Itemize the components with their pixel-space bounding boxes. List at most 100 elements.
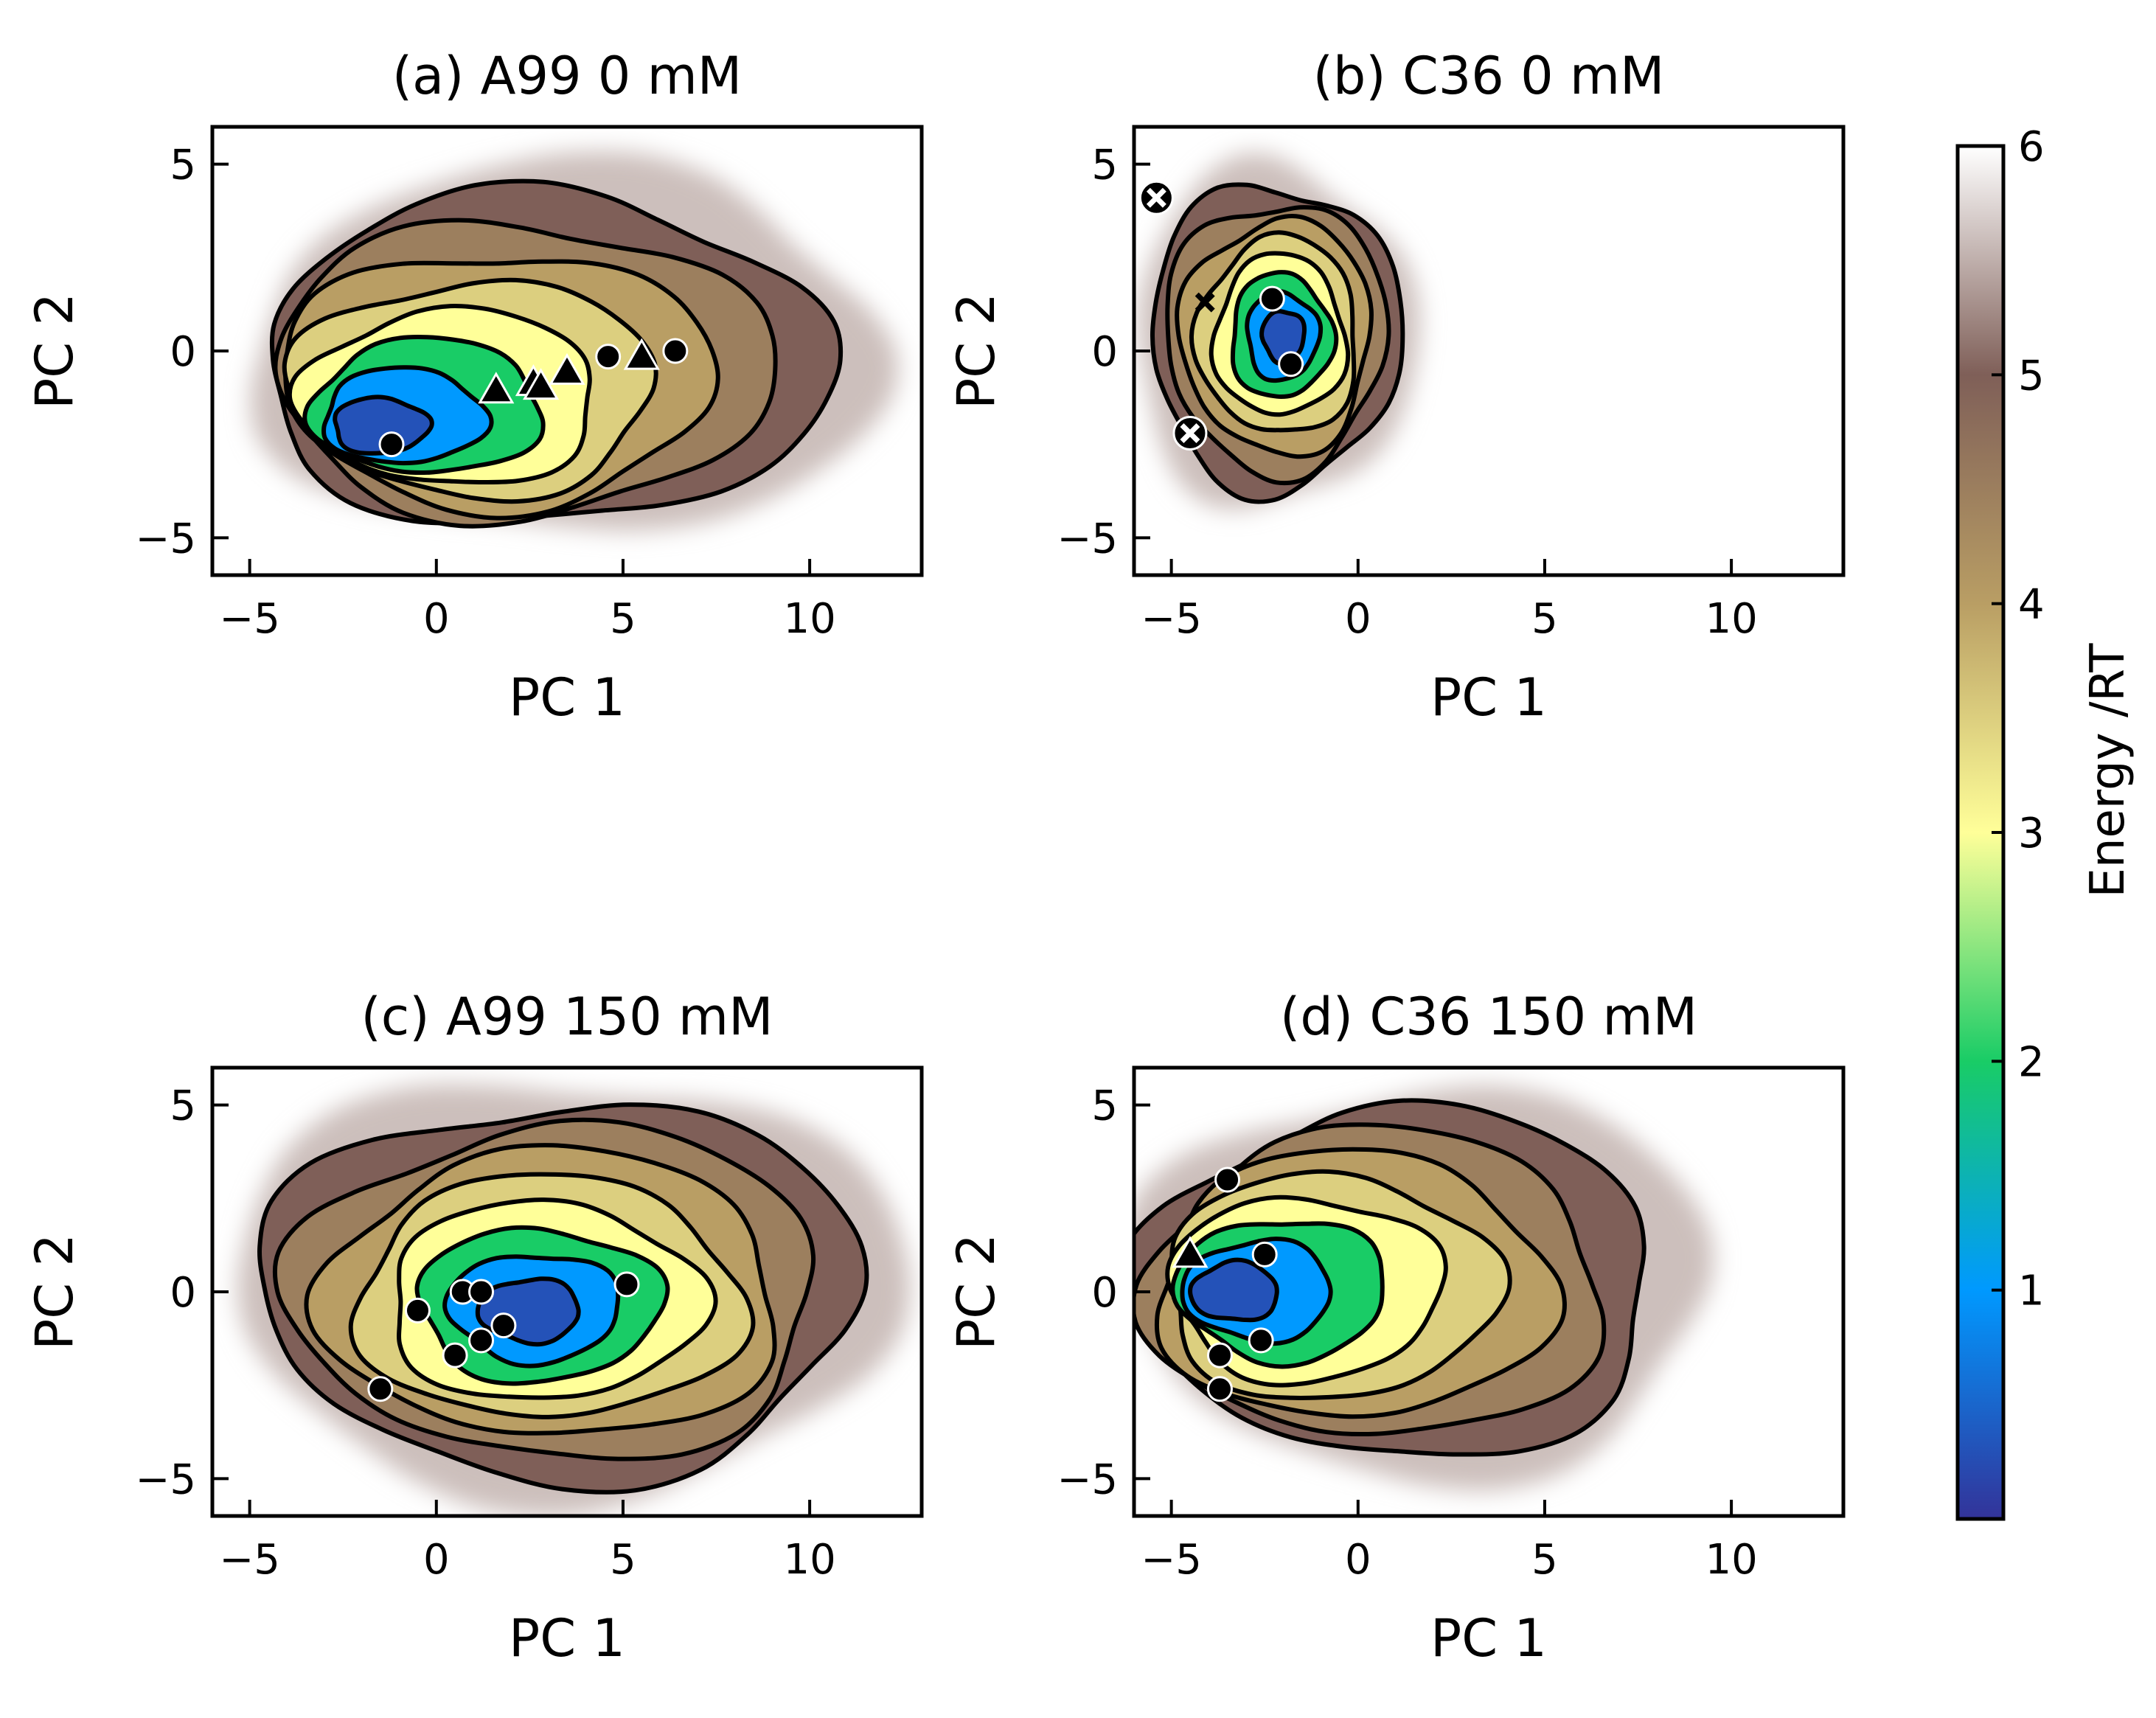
markers	[1138, 180, 1304, 451]
marker-circle-0	[1259, 285, 1285, 312]
panel-title: (a) A99 0 mM	[392, 46, 742, 106]
marker-triangle-5	[1172, 1236, 1209, 1268]
contour-line	[1175, 214, 1374, 459]
panel-title: (d) C36 150 mM	[1280, 987, 1697, 1047]
marker-circle-2	[1206, 1342, 1233, 1369]
markers	[378, 338, 689, 458]
marker-circle-1	[1251, 1241, 1278, 1267]
panel-a-a99-0-mm: −5 0 5 10 −5 0 5 (a) A99 0 mM PC 1 PC 2	[24, 46, 924, 728]
contour-line	[269, 178, 844, 526]
energy-surface	[1138, 153, 1420, 510]
x-tick-label: −5	[1141, 595, 1202, 643]
marker-circle-1	[1278, 351, 1304, 378]
contour-line	[397, 1197, 718, 1400]
colorbar-label: Energy /RT	[2081, 643, 2135, 898]
marker-circle-3	[468, 1279, 495, 1305]
x-axis-label: PC 1	[1430, 1608, 1547, 1669]
y-axis-label: PC 2	[946, 1234, 1006, 1350]
contour-line	[1150, 182, 1405, 504]
panel-d-c36-150-mm: −5 0 5 10 −5 0 5 (d) C36 150 mM PC 1 PC 2	[946, 987, 1846, 1669]
marker-circle-3	[1248, 1327, 1274, 1354]
y-tick-label: 5	[170, 1082, 196, 1130]
marker-circle-7	[613, 1271, 640, 1298]
markers	[367, 1271, 640, 1402]
y-tick-label: −5	[135, 1456, 196, 1503]
x-tick-label: 5	[610, 1536, 636, 1584]
energy-level-0-3	[335, 397, 432, 453]
y-tick-label: −5	[1057, 515, 1118, 563]
y-tick-label: −5	[135, 515, 196, 563]
panel-title: (b) C36 0 mM	[1313, 46, 1665, 106]
y-axis-label: PC 2	[946, 293, 1006, 409]
colorbar-tick-label: 1	[2018, 1267, 2045, 1315]
x-axis-label: PC 1	[509, 1608, 625, 1669]
marker-circle-x-4	[1172, 415, 1208, 451]
marker-circle-0	[378, 431, 405, 458]
marker-triangle-3	[478, 372, 515, 404]
y-tick-label: 0	[170, 328, 196, 376]
x-tick-label: 10	[1705, 1536, 1757, 1584]
contour-line	[1165, 205, 1391, 486]
marker-circle-1	[404, 1297, 431, 1324]
contour-line	[287, 303, 592, 485]
x-tick-label: −5	[219, 595, 280, 643]
energy-surface	[251, 151, 898, 531]
contour-line	[1134, 1122, 1607, 1437]
x-tick-label: 10	[1705, 595, 1757, 643]
colorbar-tick-label: 5	[2018, 352, 2045, 400]
contour-line	[475, 1276, 581, 1347]
x-tick-label: −5	[1141, 1536, 1202, 1584]
panels: −5 0 5 10 −5 0 5 (a) A99 0 mM PC 1 PC 2 −5 0 5 10 −5 0 5…	[24, 46, 1846, 1669]
y-tick-label: 0	[1091, 1269, 1118, 1317]
y-tick-label: −5	[1057, 1456, 1118, 1503]
energy-level-0-3	[1262, 311, 1304, 364]
marker-circle-2	[662, 338, 689, 364]
x-tick-label: 0	[1345, 1536, 1371, 1584]
y-tick-label: 0	[1091, 328, 1118, 376]
marker-circle-0	[1214, 1166, 1241, 1193]
marker-circle-0	[367, 1376, 394, 1402]
x-tick-label: 5	[1531, 1536, 1558, 1584]
contour-line	[1180, 1237, 1333, 1346]
marker-x-2	[1195, 292, 1215, 313]
contour-line	[1165, 1194, 1448, 1388]
marker-circle-6	[490, 1312, 517, 1339]
contour-line	[348, 1172, 756, 1419]
contour-line	[1189, 230, 1357, 433]
contour-line	[1209, 251, 1351, 417]
contour-line	[1170, 1221, 1385, 1369]
contour-line	[302, 334, 546, 476]
colorbar-tick-label: 3	[2018, 810, 2045, 858]
y-tick-label: 5	[1091, 1082, 1118, 1130]
y-axis-label: PC 2	[24, 293, 85, 409]
contour-line	[1134, 1098, 1646, 1457]
x-tick-label: 0	[423, 595, 450, 643]
marker-triangle-5	[522, 368, 560, 400]
marker-triangle-6	[549, 352, 585, 385]
marker-circle-1	[595, 344, 622, 370]
colorbar-tick-label: 2	[2018, 1038, 2045, 1086]
x-tick-label: 0	[423, 1536, 450, 1584]
colorbar-tick-label: 6	[2018, 123, 2045, 171]
colorbar: 1 2 3 4 5 6 Energy /RT	[1955, 123, 2135, 1521]
y-tick-label: 5	[170, 142, 196, 189]
contour-line	[1230, 270, 1339, 400]
x-axis-label: PC 1	[509, 667, 625, 728]
panel-title: (c) A99 150 mM	[361, 987, 773, 1047]
x-tick-label: 10	[783, 1536, 835, 1584]
contour-line	[272, 1117, 816, 1461]
energy-surface	[237, 1084, 911, 1516]
y-tick-label: 5	[1091, 142, 1118, 189]
contour-line	[304, 1143, 777, 1436]
x-tick-label: 5	[610, 595, 636, 643]
energy-surface	[1134, 1085, 1714, 1491]
y-axis-label: PC 2	[24, 1234, 85, 1350]
contour-line	[257, 1102, 869, 1495]
marker-circle-4	[442, 1342, 468, 1369]
x-tick-label: 10	[783, 595, 835, 643]
x-tick-label: −5	[219, 1536, 280, 1584]
x-tick-label: 5	[1531, 595, 1558, 643]
panel-c-a99-150-mm: −5 0 5 10 −5 0 5 (c) A99 150 mM PC 1 PC 2	[24, 987, 924, 1669]
x-tick-label: 0	[1345, 595, 1371, 643]
